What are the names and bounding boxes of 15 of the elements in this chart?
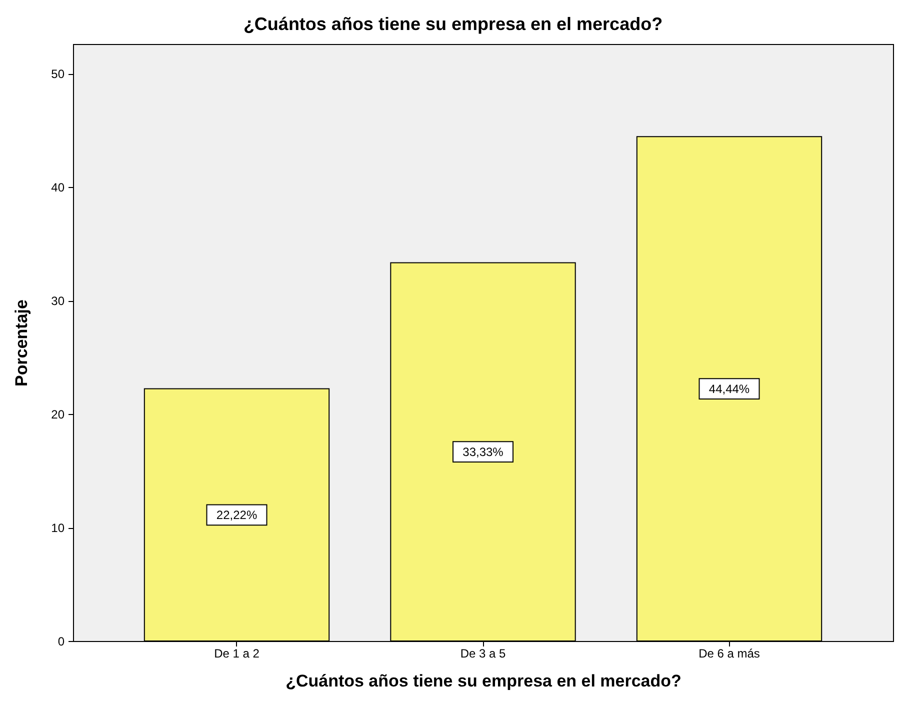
y-tick-label: 40 [51, 180, 65, 195]
data-label: 22,22% [216, 508, 258, 522]
x-axis-title: ¿Cuántos años tiene su empresa en el mercado? [286, 672, 682, 690]
data-label: 33,33% [462, 444, 504, 459]
y-axis-title: Porcentaje [12, 300, 32, 386]
data-label: 44,44% [708, 382, 750, 396]
x-tick-label: De 3 a 5 [460, 646, 506, 660]
x-tick-label: De 1 a 2 [214, 646, 260, 660]
y-tick-label: 0 [58, 634, 65, 648]
y-tick-label: 50 [51, 67, 65, 82]
chart-title: ¿Cuántos años tiene su empresa en el mercado? [243, 14, 663, 34]
y-tick-label: 10 [51, 521, 65, 535]
y-tick-label: 30 [51, 294, 65, 308]
x-tick-label: De 6 a más [698, 646, 760, 660]
y-tick-label: 20 [51, 408, 65, 422]
